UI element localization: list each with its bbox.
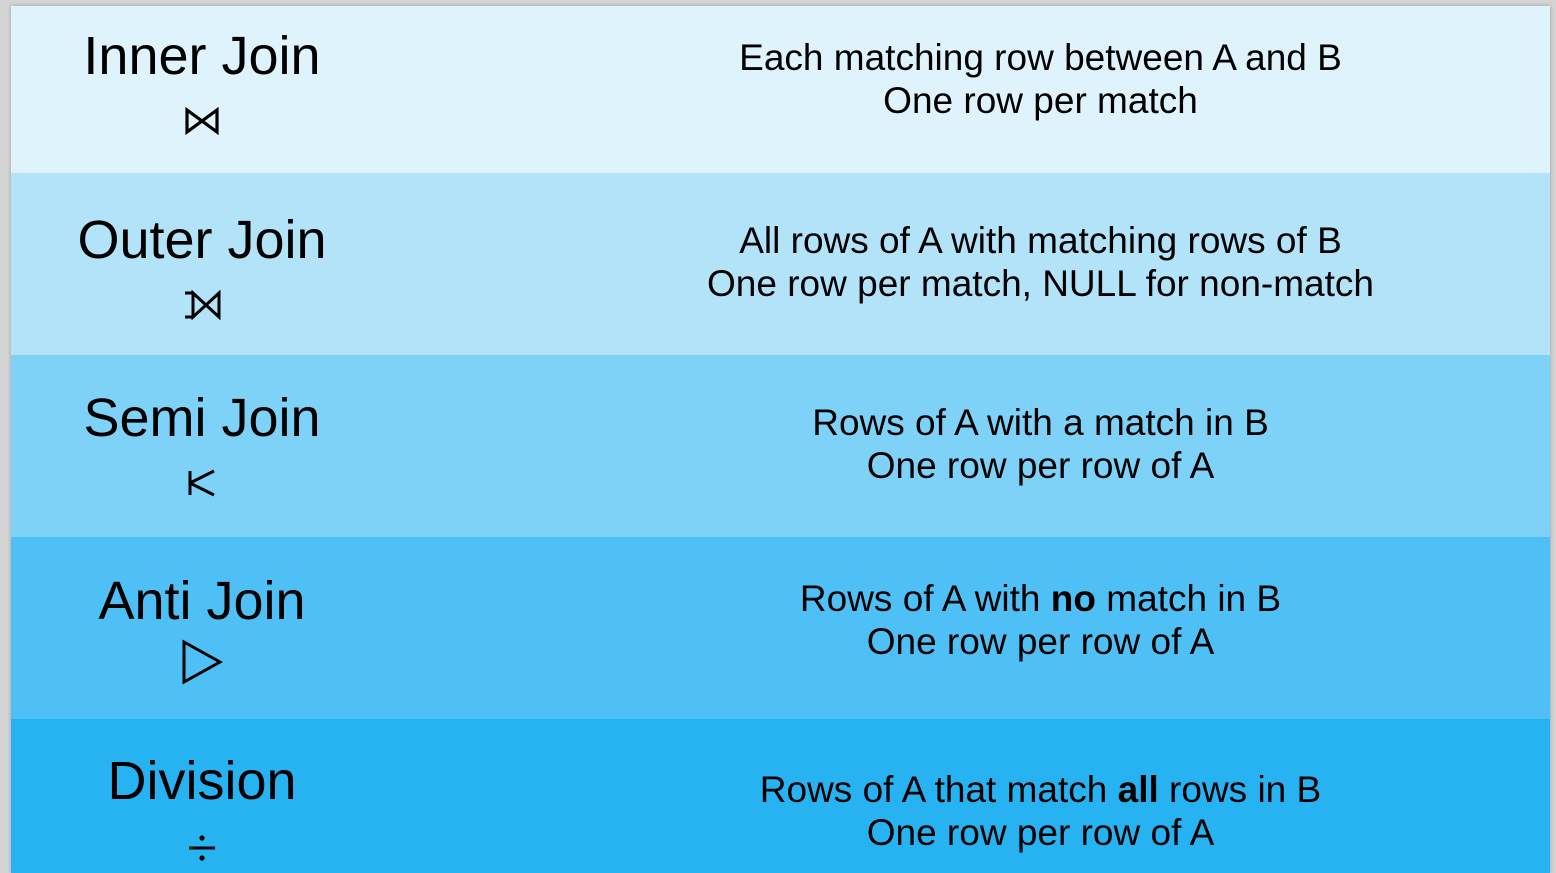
join-name: Division bbox=[107, 751, 297, 811]
description-line-1: Rows of A with no match in B bbox=[393, 577, 1556, 620]
join-name: Semi Join bbox=[83, 388, 321, 448]
description-text: Rows of A with bbox=[799, 578, 1051, 619]
outer-join-icon bbox=[11, 282, 393, 326]
bowtie-join-icon bbox=[11, 98, 393, 142]
join-name-cell: Division bbox=[11, 719, 393, 873]
description-line-2: One row per row of A bbox=[866, 812, 1215, 853]
table-row-semi-join: Semi Join Rows of A with a match in B On… bbox=[11, 355, 1550, 537]
description-text: rows in B bbox=[1158, 769, 1322, 810]
join-description: Each matching row between A and B One ro… bbox=[393, 36, 1556, 122]
description-line-2: One row per match, NULL for non-match bbox=[707, 263, 1374, 304]
description-line-1: All rows of A with matching rows of B bbox=[739, 220, 1342, 261]
join-description: Rows of A with a match in B One row per … bbox=[393, 401, 1556, 487]
table-row-inner-join: Inner Join Each matching row between A a… bbox=[11, 6, 1550, 173]
table-row-outer-join: Outer Join All rows of A with matching r… bbox=[11, 173, 1550, 355]
join-name: Outer Join bbox=[77, 210, 327, 270]
description-emphasis: no bbox=[1050, 578, 1096, 619]
join-description: All rows of A with matching rows of B On… bbox=[393, 219, 1556, 305]
table-row-division: Division Rows of A that match all rows i… bbox=[11, 719, 1550, 873]
join-name-cell: Outer Join bbox=[11, 173, 393, 355]
join-name: Inner Join bbox=[83, 26, 321, 86]
join-name-cell: Anti Join bbox=[11, 537, 393, 719]
join-name-cell: Inner Join bbox=[11, 6, 393, 173]
join-types-slide: Inner Join Each matching row between A a… bbox=[11, 6, 1550, 873]
semi-join-icon bbox=[11, 460, 393, 504]
table-row-anti-join: Anti Join Rows of A with no match in B O… bbox=[11, 537, 1550, 719]
description-text: match in B bbox=[1096, 578, 1282, 619]
division-icon bbox=[11, 825, 393, 869]
description-line-1: Rows of A with a match in B bbox=[812, 402, 1269, 443]
description-text: Rows of A that match bbox=[759, 769, 1118, 810]
join-description: Rows of A that match all rows in B One r… bbox=[393, 768, 1556, 854]
description-line-1: Rows of A that match all rows in B bbox=[393, 768, 1556, 811]
join-description: Rows of A with no match in B One row per… bbox=[393, 577, 1556, 663]
description-line-2: One row per row of A bbox=[866, 445, 1215, 486]
join-name: Anti Join bbox=[98, 571, 306, 631]
anti-join-triangle-icon bbox=[11, 639, 393, 685]
description-line-1: Each matching row between A and B bbox=[739, 37, 1342, 78]
join-name-cell: Semi Join bbox=[11, 355, 393, 537]
description-line-2: One row per match bbox=[883, 80, 1198, 121]
description-line-2: One row per row of A bbox=[866, 621, 1215, 662]
description-emphasis: all bbox=[1117, 769, 1159, 810]
